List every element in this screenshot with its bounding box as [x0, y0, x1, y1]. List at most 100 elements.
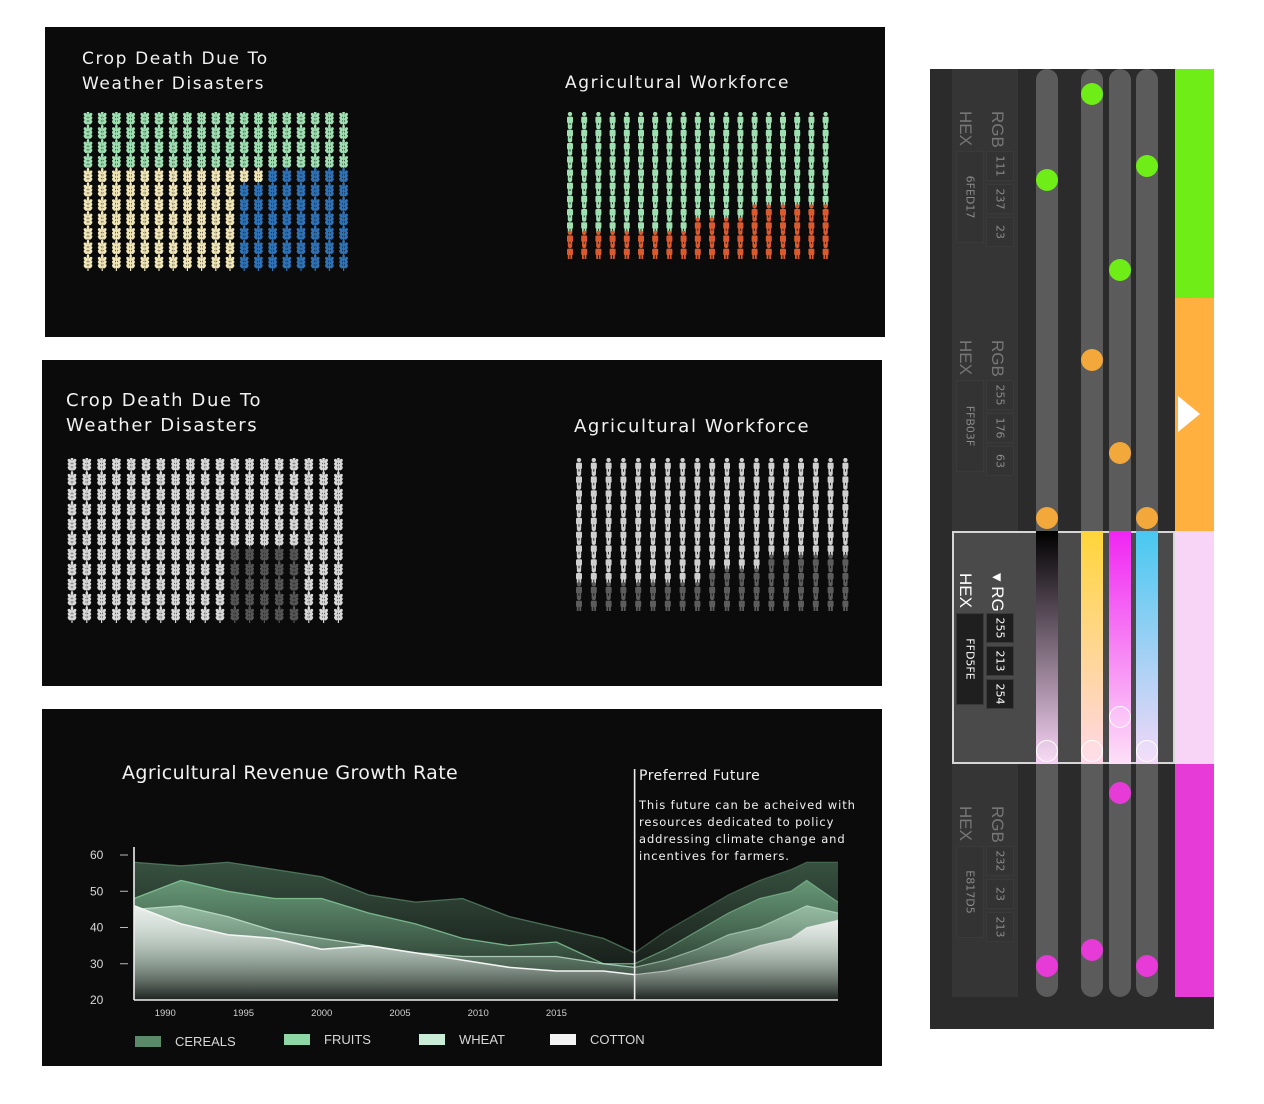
hex-value-field[interactable]: FFB03F	[956, 380, 984, 472]
wheat-icon	[200, 546, 210, 563]
person-icon	[753, 499, 760, 515]
wheat-icon	[140, 239, 150, 257]
slider-knob[interactable]	[1036, 955, 1058, 977]
person-icon	[709, 458, 716, 473]
wheat-icon	[83, 211, 93, 228]
slider-knob[interactable]	[1109, 706, 1131, 728]
wheat-icon	[282, 211, 292, 228]
channel-gradient-track[interactable]	[1136, 531, 1158, 764]
hex-value-field[interactable]: FFD5FE	[956, 613, 984, 705]
color-swatch-6fed17[interactable]	[1175, 69, 1214, 298]
legend-swatch	[550, 1034, 576, 1045]
person-icon	[812, 526, 819, 542]
crop-workforce-panel-colored: Crop Death Due To Weather Disasters Agri…	[45, 27, 885, 337]
wheat-icon	[140, 167, 150, 185]
person-icon	[609, 112, 616, 127]
person-icon	[635, 513, 642, 529]
person-icon	[768, 582, 775, 598]
rgb-value-cell[interactable]: 213	[986, 646, 1014, 676]
person-icon	[595, 217, 602, 233]
person-icon	[709, 177, 715, 193]
person-icon	[680, 191, 687, 207]
rgb-value-cell[interactable]: 237	[986, 184, 1014, 214]
wheat-icon	[230, 471, 240, 488]
slider-knob[interactable]	[1136, 155, 1158, 177]
person-icon	[808, 177, 815, 193]
slider-knob[interactable]	[1109, 782, 1131, 804]
wheat-icon	[97, 486, 106, 503]
slider-knob[interactable]	[1036, 507, 1058, 529]
wheat-icon	[168, 182, 178, 199]
wheat-icon	[154, 225, 164, 243]
slider-knob[interactable]	[1081, 939, 1103, 961]
person-icon	[620, 513, 627, 529]
slider-knob[interactable]	[1109, 259, 1131, 281]
slider-knob[interactable]	[1136, 740, 1158, 762]
person-icon	[567, 138, 573, 154]
rgb-value-cell[interactable]: 63	[986, 446, 1014, 476]
rgb-value-cell[interactable]: 232	[986, 846, 1014, 876]
person-icon	[768, 526, 775, 542]
wheat-icon	[112, 225, 121, 243]
wheat-icon	[334, 531, 343, 548]
slider-knob[interactable]	[1109, 442, 1131, 464]
wheat-icon	[141, 531, 151, 548]
person-icon	[638, 230, 644, 246]
person-icon	[590, 595, 597, 611]
rgb-value-cell[interactable]: 255	[986, 380, 1014, 410]
channel-gradient-track[interactable]	[1109, 531, 1131, 764]
rgb-value-cell[interactable]: 254	[986, 679, 1014, 709]
rgb-value-cell[interactable]: 176	[986, 413, 1014, 443]
person-icon	[620, 568, 627, 584]
person-icon	[812, 458, 819, 473]
color-swatch-e817d5[interactable]	[1175, 764, 1214, 997]
person-icon	[680, 125, 687, 141]
wheat-icon	[282, 239, 292, 257]
wheat-icon	[112, 167, 121, 185]
person-icon	[751, 112, 758, 127]
person-icon	[822, 151, 829, 167]
wheat-icon	[154, 211, 164, 228]
wheat-icon	[154, 167, 164, 185]
person-icon	[623, 164, 630, 180]
person-icon	[590, 540, 597, 556]
person-icon	[723, 112, 730, 127]
slider-knob[interactable]	[1081, 83, 1103, 105]
channel-gradient-track[interactable]	[1036, 531, 1058, 764]
wheat-icon	[168, 124, 178, 142]
rgb-value-cell[interactable]: 23	[986, 879, 1014, 909]
person-icon	[842, 540, 849, 556]
wheat-icon	[183, 139, 192, 156]
rgb-value-cell[interactable]: 213	[986, 912, 1014, 942]
hex-value-field[interactable]: 6FED17	[956, 151, 984, 243]
person-icon	[724, 513, 730, 529]
wheat-icon	[141, 458, 151, 473]
color-swatch-ffd5fe[interactable]	[1175, 531, 1214, 764]
slider-knob[interactable]	[1136, 955, 1158, 977]
slider-knob[interactable]	[1136, 507, 1158, 529]
person-icon	[780, 125, 786, 141]
slider-knob[interactable]	[1081, 349, 1103, 371]
person-icon	[798, 485, 804, 501]
rgb-value-cell[interactable]: 23	[986, 217, 1014, 247]
channel-gradient-track[interactable]	[1081, 531, 1103, 764]
person-icon	[694, 582, 701, 598]
slider-knob[interactable]	[1081, 740, 1103, 762]
wheat-icon	[325, 167, 334, 185]
hex-value-field[interactable]: E817D5	[956, 846, 984, 938]
slider-knob[interactable]	[1036, 169, 1058, 191]
wheat-icon	[225, 182, 235, 199]
legend-item-cotton: COTTON	[550, 1032, 645, 1047]
slider-knob[interactable]	[1036, 740, 1058, 762]
person-icon	[679, 554, 686, 570]
rgb-value-cell[interactable]: 255	[986, 613, 1014, 643]
wheat-icon	[215, 546, 225, 563]
person-icon	[694, 125, 701, 141]
wheat-icon	[296, 124, 306, 142]
person-icon	[650, 485, 656, 501]
play-arrow-icon[interactable]	[1176, 394, 1202, 434]
person-icon	[812, 499, 819, 515]
wheat-icon	[83, 196, 93, 214]
wheat-icon	[186, 561, 195, 578]
rgb-value-cell[interactable]: 111	[986, 151, 1014, 181]
